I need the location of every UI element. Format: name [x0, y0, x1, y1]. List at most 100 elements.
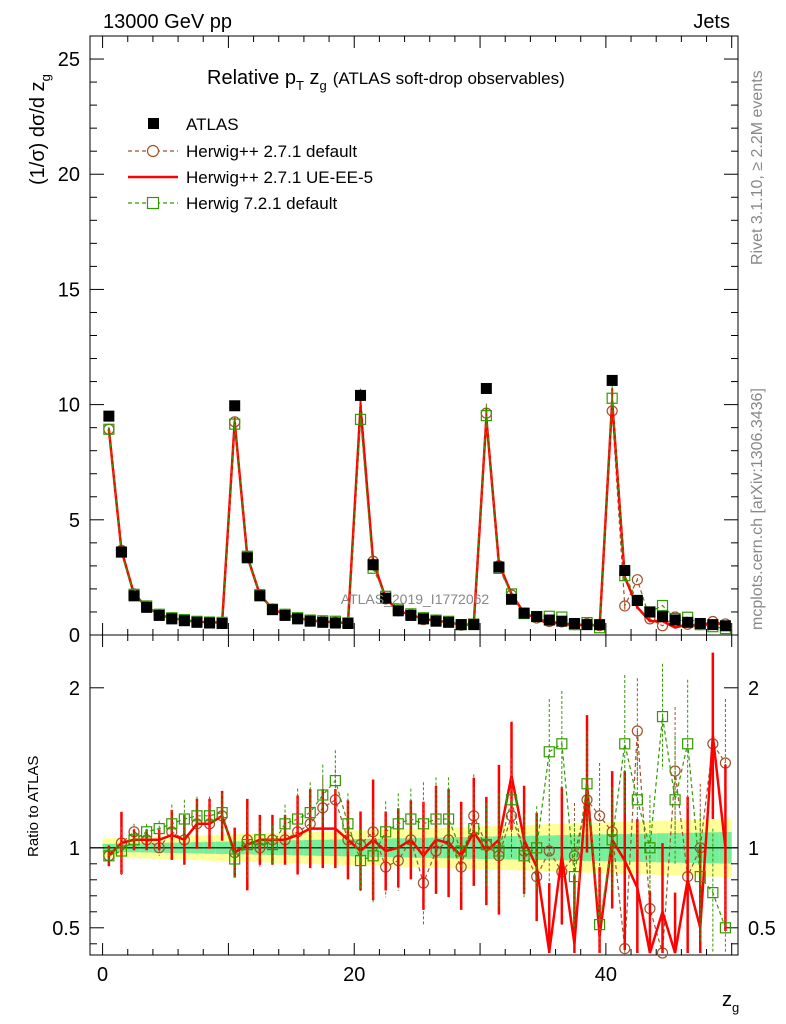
legend-atlas-label: ATLAS: [186, 115, 239, 134]
main-point-h7-default: [606, 392, 618, 404]
y-tick-label-main: 10: [58, 395, 80, 417]
atlas-point: [657, 611, 669, 623]
legend-h7-default-marker: [146, 196, 160, 210]
atlas-point: [568, 617, 580, 629]
atlas-point: [493, 561, 505, 573]
atlas-point: [329, 617, 341, 629]
ratio-point-h7-default: [128, 834, 140, 846]
atlas-point: [204, 617, 216, 629]
ratio-point-h7-default: [493, 845, 505, 857]
y-axis-label-main-text: (1/σ) dσ/d z: [27, 81, 49, 185]
atlas-point: [644, 606, 656, 618]
atlas-point: [166, 613, 178, 625]
ratio-point-h7-default: [568, 870, 581, 883]
y-axis-label-main: (1/σ) dσ/d zg: [27, 74, 53, 185]
ratio-point-h7-default: [254, 834, 266, 846]
title-prefix: Relative p: [207, 67, 296, 89]
mcplots-label: mcplots.cern.ch [arXiv:1306.3436]: [749, 388, 766, 630]
x-tick-label: 40: [595, 964, 617, 986]
analysis-watermark: ATLAS_2019_I1772062: [341, 591, 490, 607]
atlas-point: [506, 593, 518, 605]
legend-hpp-ueee5-label: Herwig++ 2.7.1 UE-EE-5: [186, 168, 373, 187]
ratio-point-h7-default: [593, 918, 606, 931]
atlas-point: [669, 614, 681, 626]
y-tick-label-main: 20: [58, 164, 80, 186]
atlas-point: [115, 546, 127, 558]
atlas-point: [694, 617, 706, 629]
ratio-point-hpp-default: [631, 725, 643, 737]
y-tick-label-main: 15: [58, 279, 80, 301]
ratio-point-h7-default: [292, 813, 304, 825]
atlas-point: [355, 389, 367, 401]
atlas-point: [417, 613, 429, 625]
ratio-point-h7-default: [304, 806, 316, 819]
atlas-point: [606, 374, 618, 386]
atlas-point: [619, 564, 631, 576]
legend: ATLAS Herwig++ 2.7.1 default Herwig++ 2.…: [128, 115, 373, 213]
ratio-point-h7-default: [468, 822, 480, 835]
atlas-point: [392, 605, 404, 617]
main-point-h7-default: [229, 418, 241, 430]
plot-title: Relative pT zg (ATLAS soft-drop observabl…: [207, 67, 565, 93]
ratio-point-h7-default: [317, 789, 329, 801]
y-tick-label-main: 25: [58, 49, 80, 71]
atlas-point: [594, 619, 606, 631]
ratio-point-h7-default: [669, 794, 681, 806]
y-tick-label-main: 5: [69, 510, 80, 532]
ratio-line-hpp-ueee5: [107, 735, 727, 954]
atlas-point: [719, 620, 731, 632]
y-tick-label-ratio-right: 0.5: [748, 918, 776, 940]
atlas-point: [229, 400, 241, 412]
ratio-point-h7-default: [480, 838, 492, 851]
atlas-point: [543, 614, 555, 626]
ratio-point-h7-default: [405, 813, 417, 825]
atlas-point: [317, 616, 329, 628]
ratio-point-h7-default: [619, 738, 631, 750]
ratio-point-h7-default: [329, 774, 341, 787]
ratio-point-h7-default: [505, 794, 518, 806]
legend-atlas-marker: [148, 118, 159, 129]
atlas-point: [468, 619, 480, 631]
atlas-point: [518, 607, 530, 619]
atlas-point: [581, 619, 593, 631]
atlas-point: [531, 611, 543, 623]
ratio-point-h7-default: [518, 850, 530, 862]
ratio-point-h7-default: [279, 818, 291, 830]
atlas-point: [480, 382, 492, 394]
ratio-point-h7-default: [656, 710, 669, 723]
legend-hpp-default-marker: [146, 144, 160, 158]
atlas-point: [216, 617, 228, 629]
x-axis-label-text: z: [722, 989, 732, 1011]
ratio-point-h7-default: [682, 738, 694, 750]
atlas-point: [631, 594, 643, 606]
atlas-point: [103, 410, 115, 422]
atlas-point: [153, 609, 165, 621]
ratio-point-h7-default: [430, 813, 442, 825]
rivet-label: Rivet 3.1.10, ≥ 2.2M events: [749, 70, 766, 265]
ratio-point-h7-default: [631, 794, 643, 806]
title-z: z: [304, 67, 320, 89]
ratio-point-h7-default: [229, 853, 241, 865]
ratio-line-h7-default: [108, 716, 726, 929]
y-tick-label-ratio: 2: [69, 678, 80, 700]
y-tick-label-ratio-right: 2: [748, 678, 759, 700]
ratio-point-h7-default: [443, 813, 455, 825]
ratio-point-h7-default: [241, 838, 253, 851]
atlas-point: [178, 615, 190, 627]
x-axis-label: zg: [722, 989, 739, 1015]
ratio-point-h7-default: [103, 850, 115, 862]
main-point-h7-default: [656, 599, 669, 612]
legend-h7-default-label: Herwig 7.2.1 default: [186, 194, 337, 213]
atlas-point: [367, 559, 379, 571]
ratio-point-h7-default: [166, 818, 178, 830]
main-point-h7-default: [480, 410, 492, 422]
ratio-point-h7-default: [455, 845, 467, 857]
ratio-point-hpp-default: [543, 845, 555, 857]
atlas-point: [380, 592, 392, 604]
title-zg-sub: g: [319, 78, 326, 93]
atlas-point: [191, 616, 203, 628]
ratio-point-h7-default: [216, 806, 228, 819]
ratio-point-h7-default: [644, 842, 656, 854]
y-tick-label-ratio: 0.5: [52, 918, 80, 940]
